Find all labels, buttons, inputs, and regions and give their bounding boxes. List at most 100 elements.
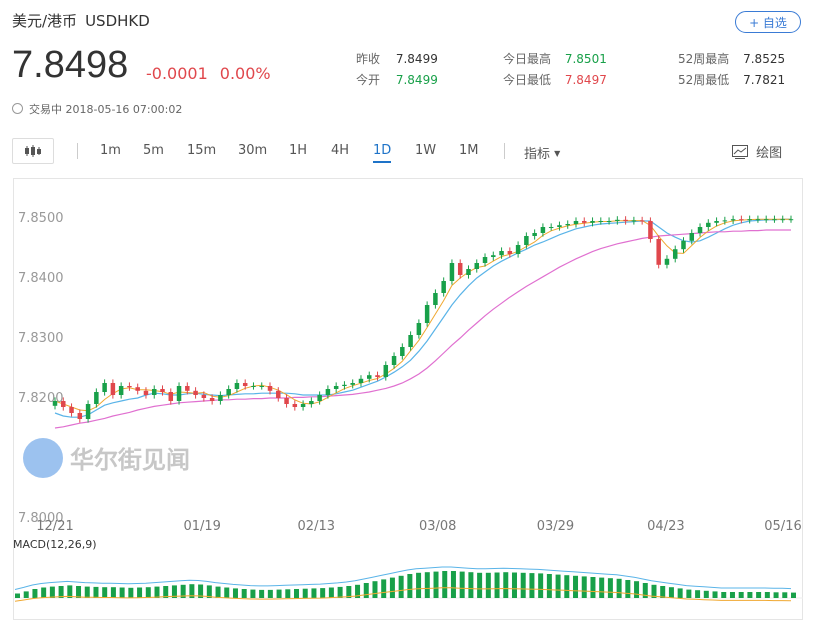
price-chart[interactable]: 7.8500 7.8400 7.8300 7.8200 7.8000 华尔街见闻 12/…	[13, 178, 803, 620]
candle-body	[143, 390, 149, 395]
period-1mo[interactable]: 1M	[459, 143, 479, 158]
y-axis: 7.8500 7.8400 7.8300 7.8200 7.8000	[18, 211, 64, 526]
candle-body	[292, 404, 298, 407]
candle-body	[102, 383, 107, 392]
candle-body	[118, 386, 124, 395]
macd-bar	[424, 572, 430, 598]
macd-bar	[250, 589, 256, 598]
candle-body	[639, 220, 645, 222]
macd-bar	[695, 590, 701, 598]
caret-down-icon: ▼	[554, 149, 561, 158]
candle-body	[61, 401, 66, 407]
macd-bar	[485, 572, 491, 598]
macd-bar	[102, 587, 108, 598]
macd-bar	[23, 591, 29, 598]
candle-body	[201, 395, 207, 398]
stat-value: 7.8501	[564, 52, 607, 66]
macd-bar	[477, 572, 483, 598]
candle-body	[151, 389, 157, 395]
macd-bar	[529, 573, 535, 598]
period-30m[interactable]: 30m	[238, 143, 268, 158]
macd-bar	[712, 591, 718, 598]
macd-bar	[241, 589, 247, 598]
period-5m[interactable]: 5m	[143, 143, 164, 158]
x-tick-label: 04/23	[647, 519, 684, 534]
candle-body	[457, 263, 463, 275]
candle-body	[433, 293, 438, 305]
y-tick-label: 7.8000	[18, 511, 64, 526]
stat-prev-close: 昨收 7.8499	[356, 50, 438, 67]
add-watchlist-button[interactable]: + 自选	[735, 11, 801, 33]
candle-body	[110, 383, 116, 395]
macd-bar	[163, 586, 169, 598]
candle-body	[218, 395, 223, 401]
candle-body	[681, 240, 686, 250]
macd-bar	[677, 588, 683, 598]
macd-bar	[372, 581, 378, 598]
indicator-dropdown[interactable]: 指标 ▼	[524, 143, 560, 162]
stat-label: 今日最高	[503, 52, 552, 66]
macd-bar	[137, 587, 143, 598]
candle-body	[309, 401, 314, 404]
candle-body	[168, 392, 174, 401]
macd-bar	[15, 593, 20, 598]
macd-bar	[616, 578, 622, 598]
macd-bar	[625, 580, 631, 598]
macd-bar	[581, 576, 587, 598]
macd-bar	[110, 587, 116, 598]
candle-body	[763, 219, 769, 221]
watermark-text: 华尔街见闻	[70, 446, 190, 474]
macd-bar	[180, 584, 186, 598]
period-1w[interactable]: 1W	[415, 143, 437, 158]
x-axis: 12/21 01/19 02/13 03/08 03/29 04/23 05/16	[36, 519, 801, 534]
candle-body	[499, 251, 504, 256]
candle-body	[94, 392, 99, 404]
draw-button[interactable]: 绘图	[732, 142, 782, 161]
macd-bar	[49, 586, 55, 598]
candlestick-type-button[interactable]	[12, 138, 54, 164]
candle-body	[598, 221, 604, 222]
period-1h[interactable]: 1H	[289, 143, 308, 158]
macd-bar	[756, 592, 762, 598]
candle-body	[416, 323, 422, 335]
macd-bar	[782, 592, 788, 598]
macd-bar	[433, 571, 439, 598]
period-4h[interactable]: 4H	[331, 143, 350, 158]
macd-bar	[564, 575, 570, 598]
candle-body	[739, 219, 744, 221]
macd-bar	[67, 585, 73, 598]
candle-body	[631, 220, 637, 222]
current-price: 7.8498	[12, 44, 129, 86]
candle-body	[755, 219, 761, 221]
macd-bar	[198, 584, 204, 598]
candle-body	[242, 383, 248, 386]
x-tick-label: 01/19	[183, 519, 220, 534]
candle-body	[185, 386, 190, 391]
candle-body	[276, 390, 281, 398]
candle-body	[491, 255, 496, 257]
candle-body	[557, 225, 562, 227]
candle-body	[317, 395, 322, 401]
macd-bar	[459, 571, 465, 598]
period-1m[interactable]: 1m	[100, 143, 121, 158]
period-1d[interactable]: 1D	[373, 143, 392, 163]
stat-label: 昨收	[356, 52, 381, 66]
candle-body	[540, 227, 546, 233]
stat-label: 今日最低	[503, 73, 552, 87]
macd-bar	[642, 583, 648, 598]
candle-body	[193, 390, 198, 395]
candle-body	[226, 389, 231, 395]
candle-body	[474, 263, 480, 269]
candle-body	[780, 219, 785, 221]
candle-body	[689, 233, 695, 241]
candle-body	[176, 386, 182, 401]
macd-bar	[573, 575, 579, 598]
period-15m[interactable]: 15m	[187, 143, 217, 158]
candles	[52, 215, 794, 423]
candle-body	[623, 219, 628, 221]
macd-bar	[259, 589, 265, 598]
macd-bar	[232, 588, 238, 598]
stat-value: 7.8497	[564, 73, 607, 87]
stat-value: 7.8499	[395, 52, 438, 66]
candle-body	[234, 383, 240, 389]
